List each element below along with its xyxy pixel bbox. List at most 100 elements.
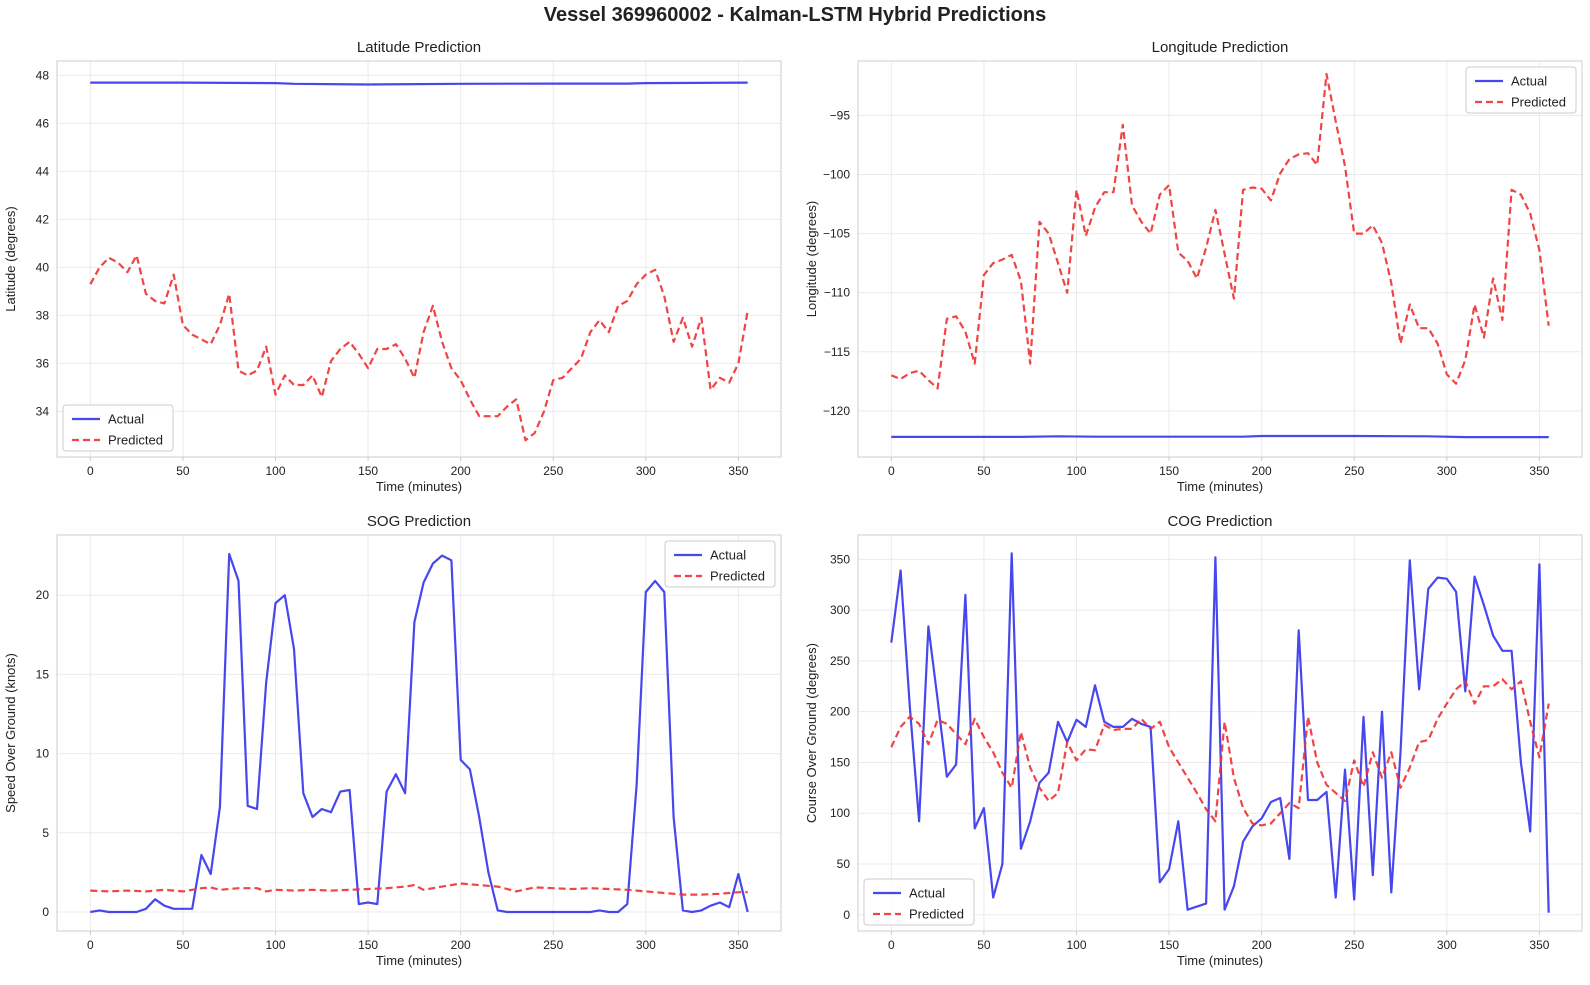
legend-label-actual: Actual <box>1511 74 1547 89</box>
chart-latitude: 0 50 100 150 200 250 300 350 34 36 38 40 42 44 46 48 Lat… <box>3 39 782 494</box>
axes-frame <box>56 534 782 932</box>
legend: Actual Predicted <box>1465 66 1577 114</box>
series-group <box>890 552 1550 913</box>
y-axis-label: Longitude (degrees) <box>804 201 819 317</box>
legend-box <box>62 404 174 452</box>
chart-cog: 0 50 100 150 200 250 300 350 0 50 100 150 200 250 300 3… <box>804 513 1583 968</box>
axes-frame <box>857 60 1583 458</box>
y-tick-label: 10 <box>36 747 50 761</box>
x-tick-label: 50 <box>176 938 190 952</box>
y-tick-label: 20 <box>36 588 50 602</box>
legend-label-actual: Actual <box>710 548 746 563</box>
series-group <box>90 552 749 914</box>
x-tick-label: 250 <box>1344 464 1364 478</box>
x-tick-label: 250 <box>543 938 563 952</box>
panel-title: Latitude Prediction <box>357 39 481 56</box>
x-tick-label: 250 <box>543 464 563 478</box>
y-tick-label: 100 <box>830 806 850 820</box>
x-tick-label: 0 <box>888 464 895 478</box>
x-tick-label: 0 <box>87 938 94 952</box>
plot-area <box>57 61 781 457</box>
y-tick-label: 0 <box>42 905 49 919</box>
y-axis-label: Speed Over Ground (knots) <box>3 653 18 813</box>
legend: Actual Predicted <box>62 404 174 452</box>
x-tick-label: 100 <box>1066 464 1086 478</box>
y-tick-label: −110 <box>824 286 850 300</box>
axes-frame <box>857 534 1583 932</box>
axes-frame <box>56 60 782 458</box>
x-tick-label: 300 <box>1437 938 1457 952</box>
y-tick-label: 48 <box>36 68 50 82</box>
legend-label-actual: Actual <box>909 886 945 901</box>
x-tick-label: 0 <box>888 938 895 952</box>
series-line-actual <box>890 552 1550 913</box>
x-tick-label: 200 <box>1252 938 1272 952</box>
series-line-predicted <box>890 678 1550 827</box>
figure-title: Vessel 369960002 - Kalman-LSTM Hybrid Pr… <box>543 4 1047 26</box>
plot-area <box>858 61 1582 457</box>
chart-sog: 0 50 100 150 200 250 300 350 0 5 10 15 20 SOG Predict… <box>3 513 782 968</box>
y-tick-label: −95 <box>830 108 851 122</box>
y-tick-label: 15 <box>36 667 50 681</box>
legend-box <box>863 878 975 926</box>
x-axis-label: Time (minutes) <box>1177 953 1263 968</box>
legend: Actual Predicted <box>863 878 975 926</box>
x-tick-label: 200 <box>1252 464 1272 478</box>
x-tick-label: 50 <box>977 464 991 478</box>
chart-longitude: 0 50 100 150 200 250 300 350 −120 −115 −110 −105 −10… <box>804 39 1583 494</box>
x-tick-label: 300 <box>1437 464 1457 478</box>
x-axis-label: Time (minutes) <box>1177 479 1263 494</box>
y-tick-label: 38 <box>36 308 50 322</box>
x-tick-label: 100 <box>265 464 285 478</box>
x-tick-label: 0 <box>87 464 94 478</box>
x-tick-label: 300 <box>636 938 656 952</box>
x-tick-label: 250 <box>1344 938 1364 952</box>
x-tick-label: 50 <box>176 464 190 478</box>
panel-title: SOG Prediction <box>367 513 471 530</box>
y-tick-label: −115 <box>824 345 850 359</box>
x-tick-label: 350 <box>1529 464 1549 478</box>
panel-title: COG Prediction <box>1167 513 1272 530</box>
x-tick-label: 200 <box>451 464 471 478</box>
y-tick-label: 42 <box>36 212 50 226</box>
y-tick-label: 200 <box>830 705 850 719</box>
legend-label-predicted: Predicted <box>108 433 163 448</box>
x-tick-label: 150 <box>358 464 378 478</box>
x-axis-label: Time (minutes) <box>376 479 462 494</box>
series-line-predicted <box>89 254 749 442</box>
y-tick-label: 250 <box>830 654 850 668</box>
x-tick-label: 300 <box>636 464 656 478</box>
y-tick-label: 5 <box>42 826 49 840</box>
x-tick-label: 100 <box>265 938 285 952</box>
legend-label-actual: Actual <box>108 412 144 427</box>
x-tick-label: 150 <box>358 938 378 952</box>
y-tick-label: 34 <box>36 404 50 418</box>
x-tick-label: 100 <box>1066 938 1086 952</box>
plot-area <box>57 535 781 931</box>
series-line-predicted <box>90 882 748 896</box>
x-tick-label: 150 <box>1159 938 1179 952</box>
y-tick-label: 36 <box>36 356 50 370</box>
series-group <box>89 81 749 442</box>
legend: Actual Predicted <box>664 540 776 588</box>
y-tick-label: 40 <box>36 260 50 274</box>
series-line-actual <box>90 552 749 914</box>
panel-title: Longitude Prediction <box>1152 39 1289 56</box>
y-tick-label: 50 <box>837 857 851 871</box>
y-tick-label: −120 <box>823 404 850 418</box>
series-line-actual <box>891 434 1549 439</box>
series-line-predicted <box>890 72 1550 390</box>
legend-label-predicted: Predicted <box>1511 95 1566 110</box>
y-tick-label: −100 <box>823 167 850 181</box>
y-tick-label: −105 <box>823 227 850 241</box>
y-tick-label: 0 <box>843 908 850 922</box>
x-tick-label: 200 <box>451 938 471 952</box>
x-tick-label: 350 <box>1529 938 1549 952</box>
y-axis-label: Course Over Ground (degrees) <box>804 643 819 823</box>
y-tick-label: 44 <box>36 164 50 178</box>
y-tick-label: 350 <box>830 552 850 566</box>
x-tick-label: 50 <box>977 938 991 952</box>
legend-box <box>664 540 776 588</box>
y-tick-label: 300 <box>830 603 850 617</box>
